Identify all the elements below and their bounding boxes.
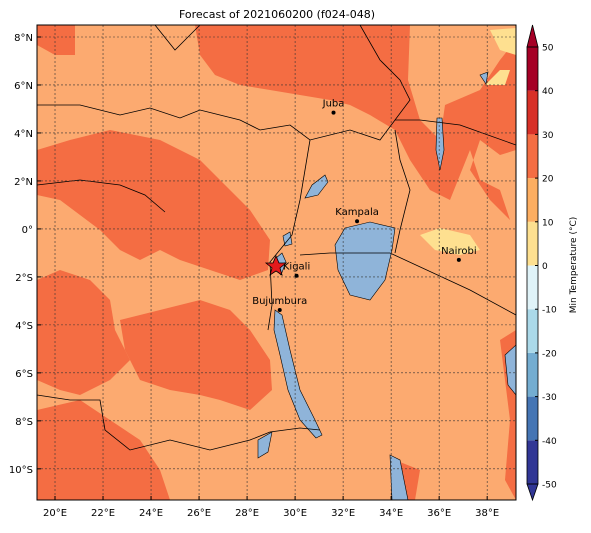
x-tick-label: 28°E — [235, 508, 259, 519]
y-tick-label: 4°S — [15, 321, 33, 332]
colorbar-tick-label: 20 — [542, 175, 554, 185]
colorbar-tick-label: 0 — [542, 262, 548, 272]
colorbar-tick-label: -10 — [542, 306, 557, 316]
x-tick-label: 22°E — [91, 508, 115, 519]
y-tick-label: 0° — [22, 225, 33, 236]
gridlines — [37, 25, 516, 500]
y-tick-label: 2°S — [15, 273, 33, 284]
colorbar-segment — [527, 90, 538, 135]
city-point — [294, 273, 299, 278]
x-tick-label: 20°E — [43, 508, 67, 519]
x-tick-label: 38°E — [475, 508, 499, 519]
colorbar-extend-bottom — [526, 483, 539, 502]
colorbar-segment — [527, 265, 538, 310]
colorbar-label: Min Temperature (°C) — [569, 217, 579, 314]
colorbar-segment — [527, 309, 538, 353]
x-tick-label: 32°E — [331, 508, 355, 519]
colorbar-segment — [527, 440, 538, 484]
colorbar-segment — [527, 396, 538, 441]
colorbar-segment — [527, 134, 538, 179]
x-tick-label: 24°E — [139, 508, 163, 519]
x-tick-label: 26°E — [187, 508, 211, 519]
city-point — [456, 257, 461, 262]
colorbar-tick-label: -30 — [542, 393, 557, 403]
colorbar-segment — [527, 352, 538, 397]
borders — [37, 25, 516, 451]
marker-star — [264, 254, 288, 276]
map-frame — [36, 24, 517, 501]
title: Forecast of 2021060200 (f024-048) — [179, 8, 375, 21]
colorbar-segment — [527, 47, 538, 91]
colorbar-tick-label: -40 — [542, 437, 557, 447]
city-label: Kigali — [283, 262, 310, 273]
y-tick-label: 10°S — [9, 465, 33, 476]
city-point — [277, 308, 282, 312]
y-tick-label: 4°N — [14, 129, 33, 140]
city-label: Nairobi — [441, 246, 477, 257]
y-tick-label: 8°N — [14, 33, 33, 44]
colorbar-segment — [527, 221, 538, 266]
colorbar-tick-label: 50 — [542, 44, 554, 54]
mild-regions — [420, 28, 516, 255]
y-tick-label: 6°S — [15, 369, 33, 380]
x-tick-label: 30°E — [283, 508, 307, 519]
y-tick-label: 6°N — [14, 81, 33, 92]
city-point — [331, 110, 336, 115]
map: Juba Kampala Nairobi Kigali Bujumbura — [37, 25, 516, 500]
cities: Juba Kampala Nairobi Kigali Bujumbura — [252, 99, 477, 312]
x-tick-label: 34°E — [379, 508, 403, 519]
colorbar-extend-top — [526, 24, 539, 48]
city-label: Bujumbura — [252, 296, 307, 307]
colorbar-tick-label: 30 — [542, 131, 554, 141]
colorbar-segment — [527, 178, 538, 222]
y-tick-label: 8°S — [15, 417, 33, 428]
city-point — [355, 219, 360, 224]
y-tick-label: 2°N — [14, 177, 33, 188]
colorbar-tick-label: 40 — [542, 87, 554, 97]
city-label: Kampala — [335, 207, 379, 218]
colorbar-tick-label: -20 — [542, 349, 557, 359]
city-label: Juba — [322, 99, 345, 110]
colorbar-tick-label: -50 — [542, 481, 557, 491]
colorbar-tick-label: 10 — [542, 218, 554, 228]
x-tick-label: 36°E — [427, 508, 451, 519]
